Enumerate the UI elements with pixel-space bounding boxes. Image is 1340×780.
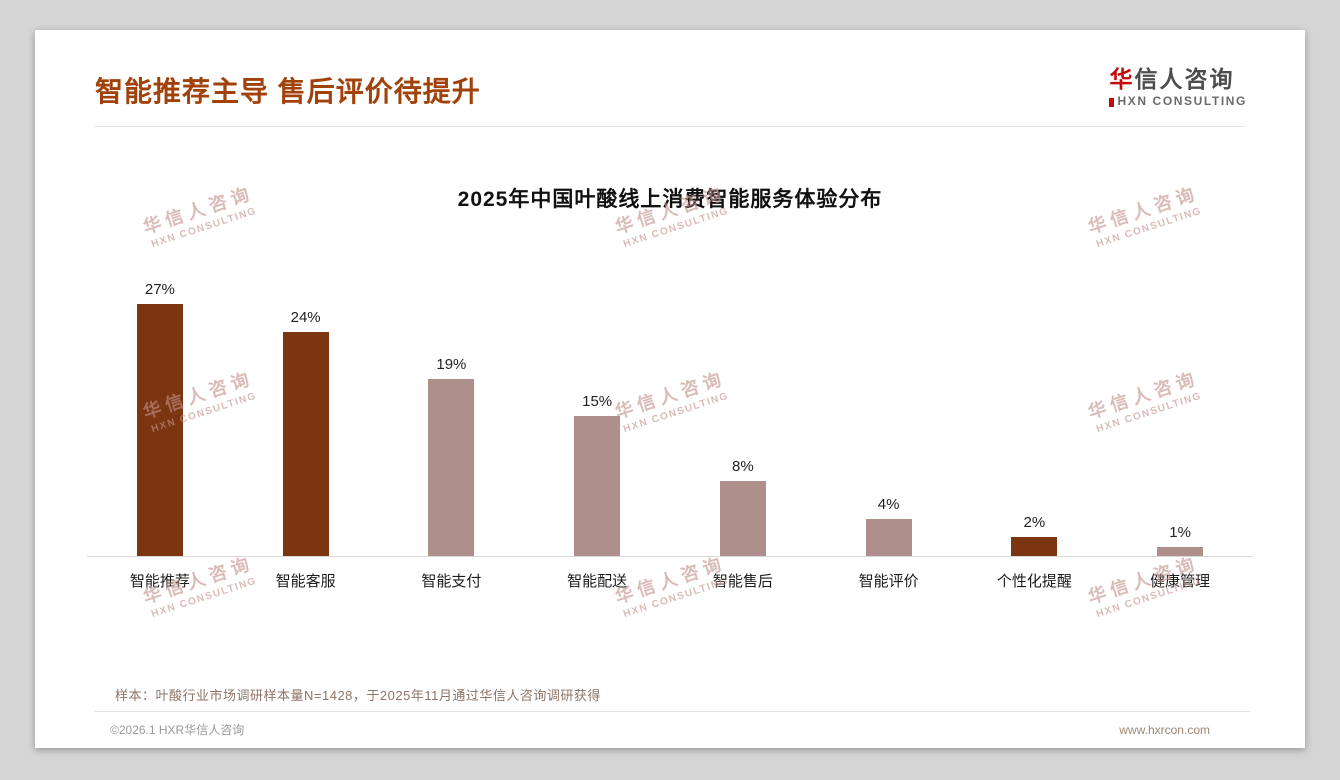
footer-divider	[95, 711, 1250, 712]
logo-rest-chars: 信人咨询	[1134, 66, 1235, 92]
bar-value-label: 15%	[582, 393, 613, 410]
bar-column: 1%	[1107, 524, 1253, 556]
chart-title: 2025年中国叶酸线上消费智能服务体验分布	[457, 188, 883, 211]
bar-value-label: 24%	[290, 309, 321, 326]
category-label: 智能推荐	[129, 573, 190, 590]
bar-plot: 27% 24% 19% 15% 8% 4% 2% 1%	[87, 257, 1253, 557]
bar-value-label: 8%	[732, 458, 754, 476]
page-title: 智能推荐主导 售后评价待提升	[95, 76, 481, 107]
bar	[1157, 546, 1204, 556]
sample-footnote: 样本：叶酸行业市场调研样本量N=1428，于2025年11月通过华信人咨询调研获…	[115, 688, 601, 703]
website-url: www.hxrcon.com	[1119, 722, 1210, 737]
logo-first-char: 华	[1109, 66, 1135, 92]
category-label: 智能评价	[858, 573, 919, 590]
logo-accent-mark	[1109, 97, 1115, 107]
category-row: 智能推荐 智能客服 智能支付 智能配送 智能售后 智能评价 个性化提醒 健康管理	[87, 557, 1253, 591]
category-label: 个性化提醒	[996, 573, 1072, 590]
category-label: 智能客服	[275, 573, 336, 590]
bar-value-label: 2%	[1023, 514, 1046, 532]
slide-card: 智能推荐主导 售后评价待提升 华信人咨询 HXN CONSULTING 2025…	[35, 30, 1305, 748]
logo-chinese-name: 华信人咨询	[1109, 66, 1247, 92]
bar-column: 24%	[233, 309, 379, 556]
bar-value-label: 27%	[144, 281, 175, 298]
bar	[574, 416, 621, 556]
bar-value-label: 19%	[436, 355, 467, 373]
footer: ©2026.1 HXR华信人咨询 www.hxrcon.com	[110, 721, 1210, 738]
logo-english-name: HXN CONSULTING	[1109, 95, 1247, 109]
bar	[428, 378, 475, 556]
bar-column: 27%	[87, 281, 233, 556]
header: 智能推荐主导 售后评价待提升 华信人咨询 HXN CONSULTING	[35, 30, 1305, 110]
bar-column: 8%	[670, 458, 816, 556]
bar	[282, 332, 329, 556]
header-divider	[95, 126, 1245, 127]
bar-column: 2%	[962, 514, 1108, 556]
bar	[865, 518, 912, 556]
bar	[136, 304, 183, 556]
category-label: 智能配送	[567, 573, 628, 590]
bar-value-label: 4%	[877, 495, 900, 513]
bar	[1011, 537, 1058, 556]
category-label: 智能售后	[712, 573, 773, 590]
bar	[719, 481, 766, 556]
logo-english-text: HXN CONSULTING	[1117, 94, 1247, 109]
category-label: 健康管理	[1150, 573, 1211, 590]
company-logo: 华信人咨询 HXN CONSULTING	[1109, 66, 1247, 109]
category-label: 智能支付	[421, 573, 482, 590]
bar-column: 4%	[816, 496, 962, 556]
bar-value-label: 1%	[1169, 523, 1191, 541]
bar-column: 19%	[379, 356, 525, 556]
bar-column: 15%	[524, 393, 670, 556]
copyright-text: ©2026.1 HXR华信人咨询	[110, 723, 245, 737]
